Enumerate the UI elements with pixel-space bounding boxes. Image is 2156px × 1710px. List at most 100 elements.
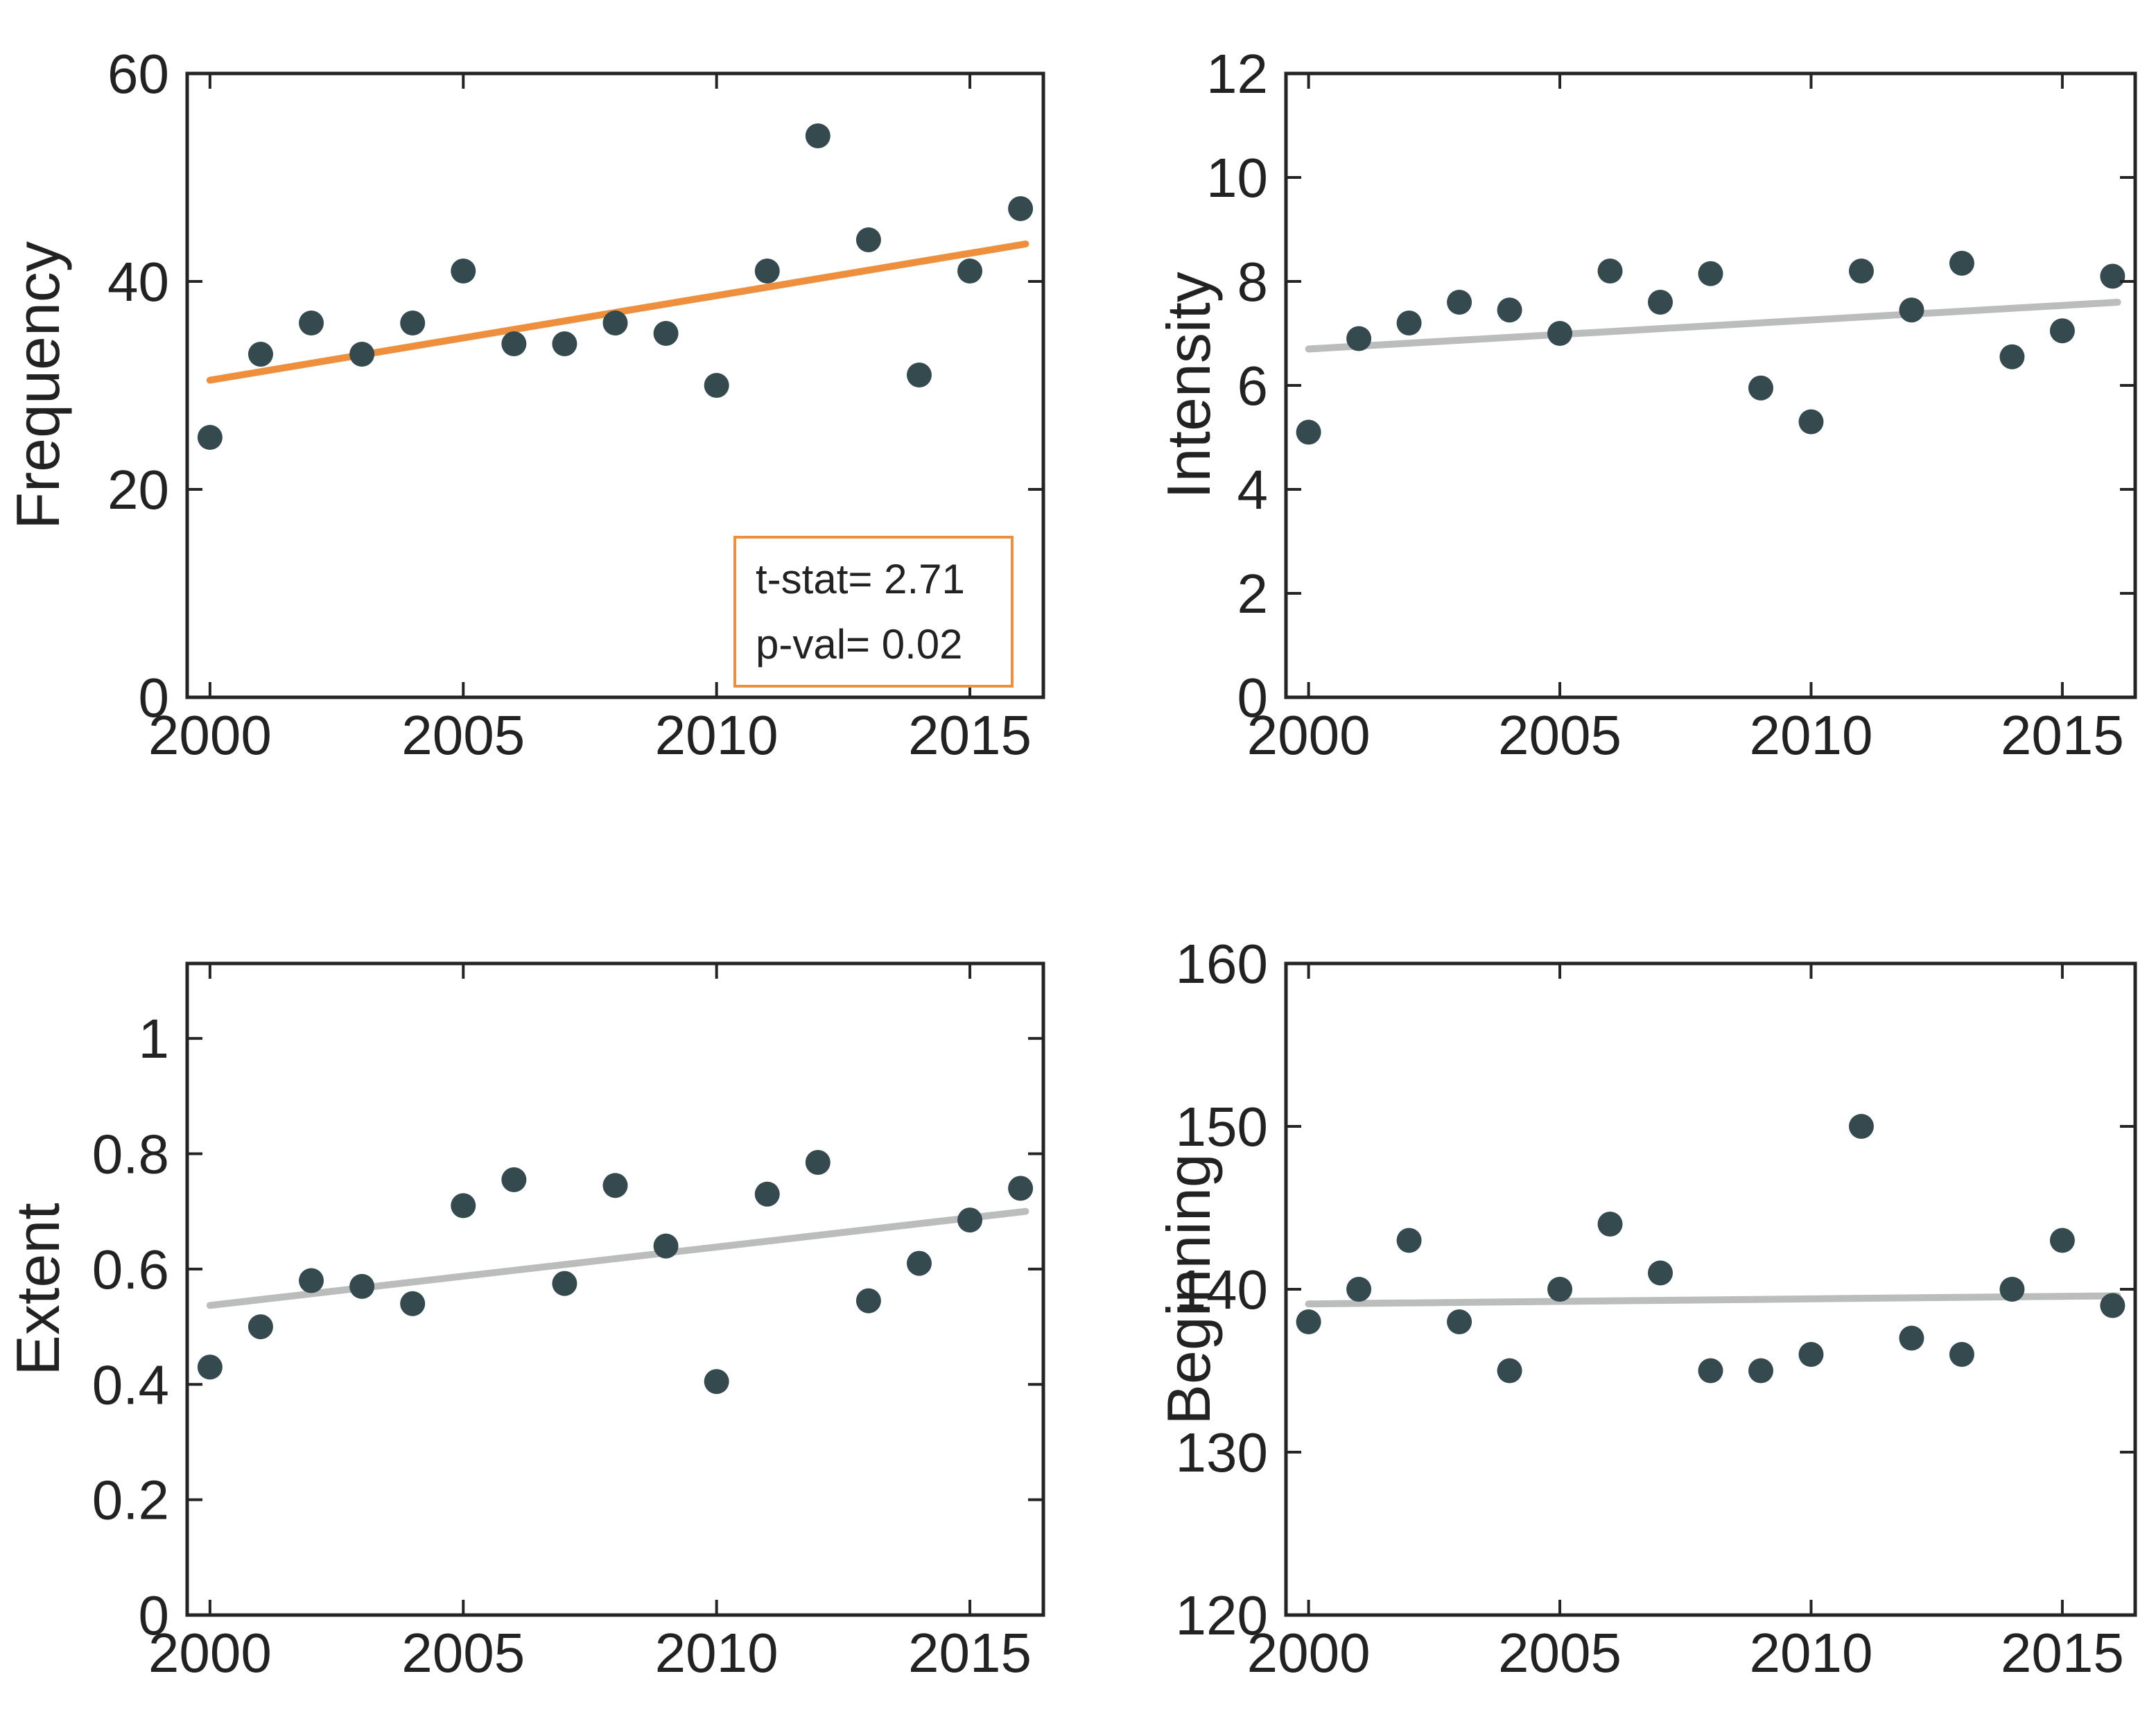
x-tick-label: 2010 <box>1749 704 1872 766</box>
data-point <box>754 259 780 283</box>
x-tick-label: 2015 <box>908 704 1032 766</box>
y-tick-label: 12 <box>1206 43 1268 105</box>
x-tick-label: 2010 <box>655 1622 779 1684</box>
data-point <box>2100 263 2125 289</box>
data-point <box>1447 1309 1472 1334</box>
beginning-chart-svg: 2000 2005 2010 2015 120 130 140 150 160 Beginning <box>1078 853 2156 1707</box>
y-tick-label: 20 <box>107 459 169 521</box>
data-point <box>2049 1228 2075 1253</box>
data-point <box>1698 1358 1723 1384</box>
data-point <box>1008 196 1034 221</box>
y-axis-title: Beginning <box>1154 1153 1223 1424</box>
data-point <box>602 311 628 335</box>
data-point <box>552 331 577 356</box>
x-tick-label: 2015 <box>908 1622 1032 1684</box>
data-point <box>1396 1228 1422 1253</box>
x-tick-label: 2005 <box>401 1622 525 1684</box>
plot-background <box>1078 0 2156 853</box>
stats-annotation-line: t-stat= 2.71 <box>756 556 965 602</box>
trend-line <box>1305 1292 2121 1308</box>
data-point <box>349 342 375 367</box>
y-axis-title: Intensity <box>1154 272 1223 499</box>
data-point <box>805 1149 831 1175</box>
extent-chart-svg: 2000 2005 2010 2015 0 0.2 0.4 0.6 0.8 1 Extent <box>0 853 1078 1707</box>
y-tick-label: 0.2 <box>92 1469 169 1531</box>
y-tick-label: 4 <box>1237 459 1269 521</box>
intensity-chart-svg: 2000 2005 2010 2015 0 2 4 6 8 10 12 Intensity <box>1078 0 2156 853</box>
data-point <box>1899 297 1924 323</box>
y-tick-label: 60 <box>107 43 169 105</box>
data-point <box>855 1288 881 1314</box>
data-point <box>1999 1277 2025 1302</box>
data-point <box>1547 321 1573 346</box>
data-point <box>1296 1309 1321 1334</box>
data-point <box>1798 1342 1824 1367</box>
y-tick-label: 120 <box>1176 1585 1268 1646</box>
data-point <box>653 1233 679 1259</box>
data-point <box>957 1207 983 1233</box>
x-tick-label: 2000 <box>148 704 272 766</box>
data-point <box>299 311 324 335</box>
y-tick-label: 140 <box>1176 1259 1268 1320</box>
y-tick-label: 130 <box>1176 1422 1268 1483</box>
data-point <box>2049 318 2075 344</box>
data-point <box>1698 261 1723 286</box>
x-tick-label: 2005 <box>1498 704 1622 766</box>
data-point <box>1597 259 1623 283</box>
data-point <box>1497 297 1522 323</box>
data-point <box>653 321 679 346</box>
y-tick-label: 0 <box>139 1585 170 1646</box>
data-point <box>1949 1342 1974 1367</box>
x-tick-label: 2000 <box>1247 704 1371 766</box>
data-point <box>754 1181 780 1207</box>
data-point <box>1447 290 1472 315</box>
data-point <box>1949 250 1974 276</box>
plot-frame <box>185 961 1045 1617</box>
y-tick-label: 160 <box>1176 933 1268 995</box>
data-point <box>704 373 729 398</box>
data-point <box>349 1273 375 1299</box>
frequency-chart-svg: 2000 2005 2010 2015 0 20 40 60 Frequency t-stat= … <box>0 0 1078 853</box>
data-point <box>1346 1277 1372 1302</box>
chart-beginning: 2000 2005 2010 2015 120 130 140 150 160 Beginning <box>1078 853 2156 1707</box>
y-tick-label: 0.4 <box>92 1354 169 1415</box>
data-point <box>451 1193 476 1219</box>
data-point <box>1899 1325 1924 1351</box>
x-tick-label: 2000 <box>148 1622 272 1684</box>
x-tick-label: 2010 <box>1749 1622 1872 1684</box>
data-point <box>1848 259 1874 283</box>
data-point <box>805 123 831 148</box>
data-point <box>1999 344 2025 369</box>
data-point <box>299 1268 324 1293</box>
data-point <box>2100 1293 2125 1318</box>
y-tick-label: 0 <box>139 667 170 729</box>
stats-annotation-line: p-val= 0.02 <box>756 621 963 668</box>
data-point <box>704 1369 729 1395</box>
plot-background <box>0 853 1078 1707</box>
data-point <box>501 331 527 356</box>
y-tick-label: 40 <box>107 251 169 313</box>
y-tick-label: 150 <box>1176 1096 1268 1158</box>
data-point <box>451 259 476 283</box>
y-tick-label: 6 <box>1237 355 1269 417</box>
x-tick-label: 2010 <box>655 704 779 766</box>
y-tick-label: 0.6 <box>92 1239 169 1300</box>
chart-intensity: 2000 2005 2010 2015 0 2 4 6 8 10 12 Intensity <box>1078 0 2156 853</box>
data-point <box>1396 311 1422 335</box>
data-point <box>1597 1212 1623 1237</box>
x-tick-label: 2015 <box>2001 1622 2124 1684</box>
data-point <box>552 1271 577 1296</box>
data-point <box>602 1173 628 1198</box>
x-tick-label: 2015 <box>2001 704 2124 766</box>
data-point <box>1748 1358 1773 1384</box>
y-tick-label: 2 <box>1237 563 1269 625</box>
plot-background <box>1078 853 2156 1707</box>
data-point <box>1008 1176 1034 1201</box>
data-point <box>247 1314 273 1340</box>
y-tick-label: 1 <box>139 1008 170 1070</box>
data-point <box>1648 1260 1673 1286</box>
data-point <box>247 342 273 367</box>
x-tick-label: 2000 <box>1247 1622 1371 1684</box>
plot-background <box>0 0 1078 853</box>
data-point <box>197 1354 223 1380</box>
